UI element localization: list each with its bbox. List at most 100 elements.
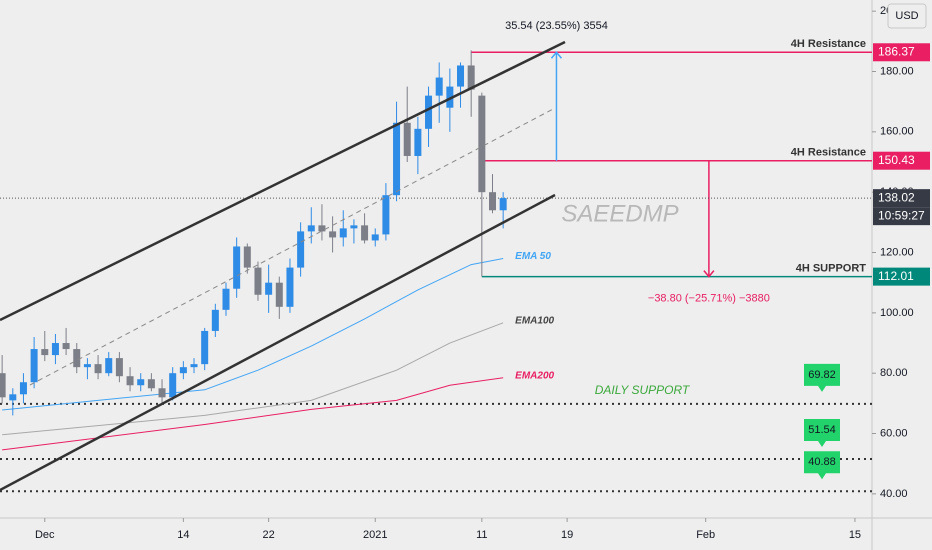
measure-label: 35.54 (23.55%) 3554 bbox=[505, 20, 608, 32]
indicator-line bbox=[2, 377, 504, 451]
y-tick-label: 120.00 bbox=[880, 246, 914, 258]
candle-body bbox=[329, 231, 337, 238]
candle-body bbox=[403, 122, 411, 156]
candle-body bbox=[94, 364, 102, 374]
measure-arrowhead bbox=[550, 51, 563, 59]
candle-body bbox=[9, 394, 17, 401]
countdown-tag bbox=[873, 207, 930, 226]
measure-label: −38.80 (−25.71%) −3880 bbox=[648, 293, 770, 305]
candle-body bbox=[62, 343, 70, 350]
candle-body bbox=[233, 246, 241, 289]
indicator-line bbox=[2, 258, 504, 411]
candle-body bbox=[126, 376, 134, 386]
currency: USD bbox=[895, 10, 918, 22]
value-bubble bbox=[804, 451, 840, 480]
x-tick-label: 22 bbox=[263, 529, 275, 541]
x-tick-label: 2021 bbox=[363, 529, 387, 541]
indicator-label: EMA100 bbox=[515, 315, 554, 326]
candle-body bbox=[275, 282, 283, 307]
candle-body bbox=[361, 225, 369, 241]
level-label: 4H Resistance bbox=[791, 38, 866, 50]
watermark: SAEEDMP bbox=[561, 200, 678, 227]
candle-body bbox=[393, 122, 401, 196]
price-tag-label: 186.37 bbox=[878, 44, 915, 58]
y-tick-label: 80.00 bbox=[880, 367, 908, 379]
channel-upper bbox=[0, 40, 566, 322]
y-tick-label: 40.00 bbox=[880, 488, 908, 500]
y-tick-label: 180.00 bbox=[880, 65, 914, 77]
price-tag bbox=[873, 267, 930, 286]
candle-body bbox=[158, 388, 166, 398]
candle-body bbox=[222, 288, 230, 310]
candle-body bbox=[371, 234, 379, 241]
candle-body bbox=[488, 192, 496, 211]
candle-body bbox=[350, 225, 358, 229]
price-tag bbox=[873, 151, 930, 170]
candle-body bbox=[339, 228, 347, 238]
candle-body bbox=[51, 343, 59, 356]
indicator-line bbox=[2, 322, 504, 436]
level-label: 4H SUPPORT bbox=[796, 263, 867, 275]
level-label: DAILY SUPPORT bbox=[595, 383, 691, 397]
candle-body bbox=[499, 198, 507, 211]
candle-body bbox=[179, 367, 187, 374]
candle-body bbox=[19, 382, 27, 395]
candle-body bbox=[446, 86, 454, 108]
x-tick-label: 15 bbox=[849, 529, 861, 541]
indicator-label: EMA200 bbox=[515, 370, 554, 381]
candle-body bbox=[201, 330, 209, 365]
value-bubble bbox=[804, 419, 840, 448]
candle-body bbox=[137, 379, 145, 386]
indicator-label: EMA 50 bbox=[515, 251, 551, 262]
candle-body bbox=[115, 358, 123, 377]
candle-body bbox=[73, 349, 81, 368]
candle-body bbox=[83, 364, 91, 368]
level-label: 4H Resistance bbox=[791, 147, 866, 159]
value-bubble bbox=[804, 363, 840, 392]
candle-body bbox=[318, 225, 326, 232]
candle-body bbox=[30, 349, 38, 383]
candle-body bbox=[425, 95, 433, 129]
candle-body bbox=[467, 65, 475, 90]
price-tag-label: 112.01 bbox=[878, 269, 914, 283]
candle-body bbox=[147, 379, 155, 389]
candle-body bbox=[265, 282, 273, 295]
candle-body bbox=[478, 95, 486, 193]
candle-body bbox=[457, 65, 465, 87]
candle-body bbox=[41, 349, 49, 356]
currency-box[interactable] bbox=[887, 3, 927, 29]
candle-body bbox=[286, 267, 294, 307]
y-tick-label: 100.00 bbox=[880, 307, 914, 319]
candle-body bbox=[105, 358, 113, 374]
candle-body bbox=[297, 231, 305, 268]
value-bubble-label: 51.54 bbox=[808, 424, 836, 436]
last-price-label: 138.02 bbox=[878, 190, 915, 204]
candle-body bbox=[0, 373, 6, 398]
candle-body bbox=[435, 77, 443, 96]
price-tag-label: 150.43 bbox=[878, 153, 915, 167]
plot: Dec 14 22 2021 11 19 Feb 15 4H Resistance 4H Resi… bbox=[0, 20, 872, 541]
candle-body bbox=[190, 364, 198, 368]
x-tick-label: 14 bbox=[177, 529, 189, 541]
candle-body bbox=[382, 195, 390, 235]
candle-body bbox=[254, 267, 262, 295]
candle-body bbox=[307, 225, 315, 232]
value-bubble-label: 69.82 bbox=[808, 369, 836, 381]
x-tick-label: 19 bbox=[561, 529, 573, 541]
x-tick-label: Feb bbox=[696, 529, 715, 541]
price-tag bbox=[873, 43, 930, 62]
y-tick-label: 60.00 bbox=[880, 427, 908, 439]
value-bubble-label: 40.88 bbox=[808, 456, 836, 468]
x-tick-label: 11 bbox=[476, 529, 487, 541]
candle-body bbox=[414, 128, 422, 156]
candle-body bbox=[169, 373, 177, 398]
candle-body bbox=[243, 246, 251, 268]
countdown-label: 10:59:27 bbox=[878, 208, 925, 222]
x-tick-label: Dec bbox=[35, 529, 55, 541]
measure-arrowhead bbox=[703, 270, 715, 278]
last-price-tag bbox=[873, 189, 930, 208]
candle-body bbox=[211, 309, 219, 331]
y-tick-label: 160.00 bbox=[880, 126, 914, 138]
